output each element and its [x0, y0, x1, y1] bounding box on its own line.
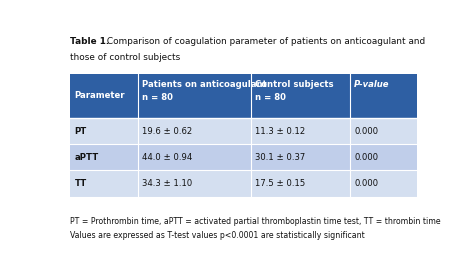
Text: n = 80: n = 80 [255, 93, 286, 102]
Bar [70, 118, 418, 144]
Text: Table 1.: Table 1. [70, 37, 109, 46]
Text: 44.0 ± 0.94: 44.0 ± 0.94 [142, 153, 192, 162]
Text: 19.6 ± 0.62: 19.6 ± 0.62 [142, 127, 192, 136]
Text: 30.1 ± 0.37: 30.1 ± 0.37 [255, 153, 305, 162]
Text: PT = Prothrombin time, aPTT = activated partial thromboplastin time test, TT = t: PT = Prothrombin time, aPTT = activated … [70, 217, 441, 226]
Bar [70, 171, 418, 197]
Text: Control subjects: Control subjects [255, 80, 334, 89]
Text: aPTT: aPTT [75, 153, 99, 162]
Bar [70, 74, 418, 118]
Text: 11.3 ± 0.12: 11.3 ± 0.12 [255, 127, 305, 136]
Text: Parameter: Parameter [75, 92, 125, 101]
Bar [70, 144, 418, 171]
Text: 17.5 ± 0.15: 17.5 ± 0.15 [255, 179, 305, 188]
Text: PT: PT [75, 127, 87, 136]
Text: P-value: P-value [354, 80, 390, 89]
Text: 0.000: 0.000 [354, 153, 378, 162]
Text: those of control subjects: those of control subjects [70, 53, 181, 63]
Text: Values are expressed as T-test values p<0.0001 are statistically significant: Values are expressed as T-test values p<… [70, 231, 365, 240]
Text: n = 80: n = 80 [142, 93, 173, 102]
Text: TT: TT [75, 179, 87, 188]
Text: 0.000: 0.000 [354, 179, 378, 188]
Text: 0.000: 0.000 [354, 127, 378, 136]
Text: Comparison of coagulation parameter of patients on anticoagulant and: Comparison of coagulation parameter of p… [104, 37, 426, 46]
Text: 34.3 ± 1.10: 34.3 ± 1.10 [142, 179, 192, 188]
Text: Patients on anticoagulant: Patients on anticoagulant [142, 80, 267, 89]
